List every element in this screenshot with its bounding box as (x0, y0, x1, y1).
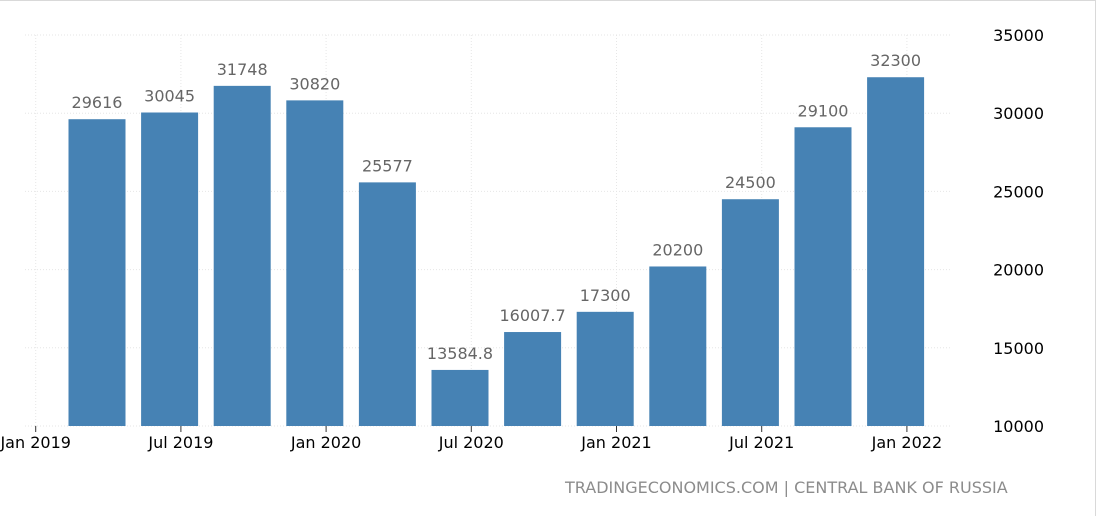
x-tick-label: Jul 2019 (147, 433, 213, 452)
value-labels: 29616 30045 31748 30820 25577 13584.8 16007.7 1… (72, 51, 922, 363)
bar[interactable] (431, 369, 489, 426)
bar-value-label: 25577 (362, 156, 413, 175)
bar-value-label: 17300 (580, 286, 631, 305)
x-tick-label: Jan 2022 (871, 433, 942, 452)
x-tick-label: Jul 2020 (438, 433, 504, 452)
x-tick-label: Jan 2021 (580, 433, 651, 452)
source-credit[interactable]: TRADINGECONOMICS.COM | CENTRAL BANK OF R… (565, 478, 1008, 497)
bar-value-label: 16007.7 (500, 306, 566, 325)
x-tick-label: Jul 2021 (728, 433, 794, 452)
y-tick-label: 25000 (993, 182, 1044, 201)
x-tick-label: Jan 2019 (0, 433, 71, 452)
x-axis: Jan 2019 Jul 2019 Jan 2020 Jul 2020 Jan 2021… (0, 426, 942, 452)
bar[interactable] (504, 332, 562, 426)
bar[interactable] (649, 266, 707, 426)
bar[interactable] (68, 119, 126, 427)
bar[interactable] (141, 112, 199, 426)
bar[interactable] (286, 100, 344, 427)
bar-value-label: 30045 (144, 86, 195, 105)
bar-value-label: 30820 (289, 74, 340, 93)
bar-value-label: 31748 (217, 60, 268, 79)
y-axis: 10000 15000 20000 25000 30000 35000 (993, 26, 1044, 436)
bar[interactable] (867, 77, 925, 426)
y-tick-label: 30000 (993, 104, 1044, 123)
bar[interactable] (213, 85, 271, 427)
bars (68, 77, 925, 427)
y-tick-label: 10000 (993, 417, 1044, 436)
y-tick-label: 20000 (993, 261, 1044, 280)
bar[interactable] (576, 311, 634, 426)
bar-value-label: 20200 (652, 240, 703, 259)
y-tick-label: 15000 (993, 339, 1044, 358)
bar[interactable] (721, 199, 779, 426)
bar[interactable] (358, 182, 416, 426)
x-tick-label: Jan 2020 (290, 433, 361, 452)
bar[interactable] (794, 127, 852, 426)
y-tick-label: 35000 (993, 26, 1044, 45)
bar-value-label: 24500 (725, 173, 776, 192)
bar-value-label: 13584.8 (427, 344, 493, 363)
bar-value-label: 32300 (870, 51, 921, 70)
bar-value-label: 29616 (72, 93, 123, 112)
bar-value-label: 29100 (798, 101, 849, 120)
